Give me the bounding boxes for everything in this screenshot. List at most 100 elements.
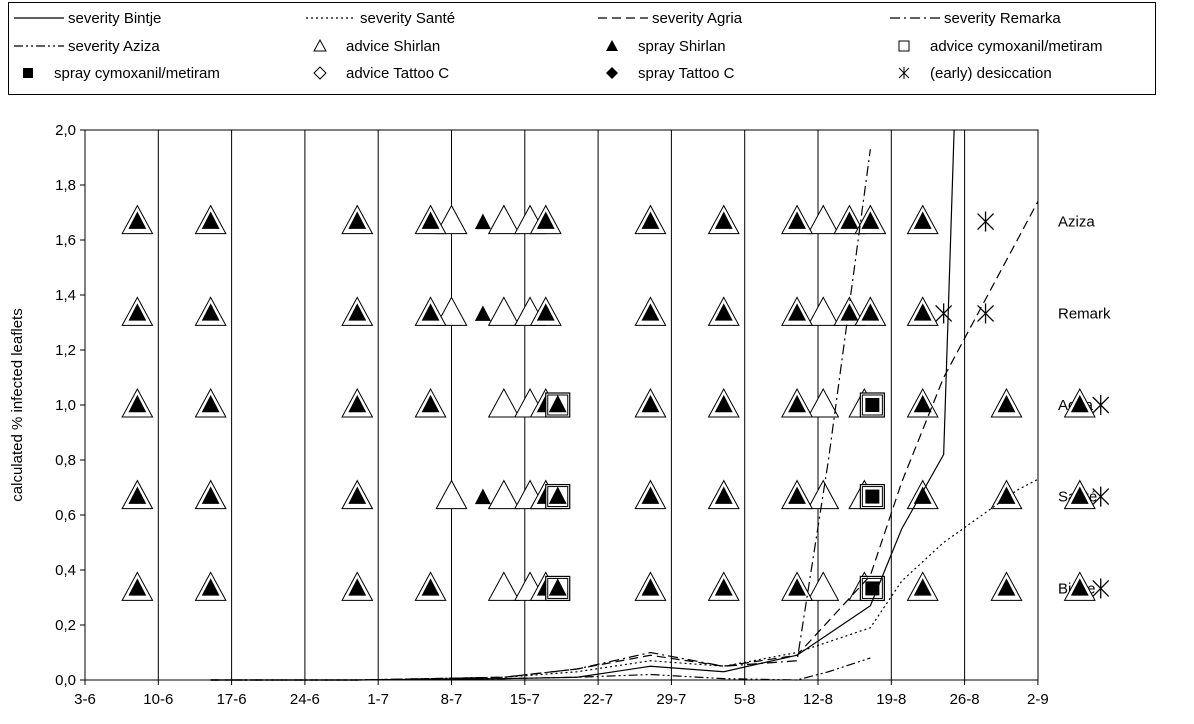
spray-shirlan-marker (788, 211, 806, 229)
y-tick-label: 1,4 (55, 287, 76, 304)
x-tick-label: 19-8 (876, 691, 906, 708)
x-tick-label: 29-7 (656, 691, 686, 708)
advice-shirlan-marker (435, 479, 468, 510)
y-tick-label: 1,0 (55, 397, 76, 414)
spray-shirlan-legend-icon (606, 40, 618, 51)
y-tick-label: 0,2 (55, 617, 76, 634)
legend-label: severity Bintje (68, 10, 161, 27)
y-axis-label: calculated % infected leaflets (9, 308, 26, 501)
legend-label: severity Aziza (68, 38, 160, 55)
x-tick-label: 26-8 (950, 691, 980, 708)
y-tick-label: 0,4 (55, 562, 76, 579)
y-tick-label: 0,6 (55, 507, 76, 524)
spray-shirlan-marker (1070, 578, 1089, 596)
spray-shirlan-marker (348, 303, 367, 321)
spray-shirlan-marker (997, 578, 1016, 596)
spray-shirlan-marker (861, 303, 880, 321)
advice-cymoxanil-marker (861, 486, 883, 508)
advice-shirlan-marker (807, 296, 840, 326)
spray-shirlan-marker (788, 303, 806, 321)
spray-shirlan-marker (201, 394, 220, 413)
spray-shirlan-marker (788, 578, 806, 596)
spray-shirlan-marker (421, 578, 440, 596)
marker-row-remark (121, 296, 939, 326)
spray-shirlan-marker (201, 578, 220, 596)
x-tick-label: 12-8 (803, 691, 833, 708)
spray-shirlan-marker (128, 578, 147, 596)
spray-shirlan-marker (641, 303, 660, 321)
spray-shirlan-marker (536, 303, 555, 321)
series-line-severity-sant- (210, 478, 1039, 681)
legend: severity Bintje severity Santé severity Ag… (14, 10, 1103, 82)
spray-shirlan-marker (421, 394, 440, 413)
spray-shirlan-marker (861, 211, 880, 229)
legend-label: severity Agria (652, 10, 743, 27)
y-tick-label: 1,6 (55, 232, 76, 249)
spray-shirlan-marker (536, 211, 555, 229)
legend-label: severity Santé (360, 10, 455, 27)
y-tick-label: 0,8 (55, 452, 76, 469)
spray-shirlan-marker (201, 303, 220, 321)
spray-shirlan-marker (913, 394, 932, 413)
spray-shirlan-marker (641, 394, 660, 413)
spray-shirlan-marker (474, 488, 491, 505)
legend-label: spray cymoxanil/metiram (54, 65, 220, 82)
advice-cymoxanil-legend-icon (898, 40, 910, 52)
spray-shirlan-marker (714, 303, 733, 321)
spray-shirlan-marker (788, 486, 806, 504)
series-line-severity-bintje (210, 129, 955, 681)
advice-shirlan-marker (487, 387, 520, 418)
advice-shirlan-marker (487, 571, 520, 601)
spray-shirlan-marker (474, 305, 491, 321)
series-line-severity-agria (210, 201, 1039, 681)
spray-shirlan-marker (548, 394, 567, 413)
advice-shirlan-marker (807, 204, 840, 235)
legend-label: (early) desiccation (930, 65, 1052, 82)
legend-label: advice Shirlan (346, 38, 440, 55)
advice-cymoxanil-marker (861, 394, 883, 416)
x-tick-label: 15-7 (510, 691, 540, 708)
spray-shirlan-marker (840, 211, 859, 229)
advice-shirlan-legend-icon (313, 38, 327, 52)
legend-box (8, 2, 1156, 95)
spray-shirlan-marker (128, 394, 147, 413)
spray-cymoxanil-legend-icon (23, 68, 33, 78)
spray-shirlan-marker (641, 486, 660, 504)
legend-label: severity Remarka (944, 10, 1061, 27)
spray-shirlan-marker (913, 211, 932, 229)
y-tick-label: 1,8 (55, 177, 76, 194)
x-tick-label: 10-6 (143, 691, 173, 708)
advice-shirlan-marker (435, 296, 468, 326)
spray-shirlan-marker (348, 486, 367, 504)
x-tick-label: 5-8 (734, 691, 756, 708)
spray-shirlan-marker (641, 578, 660, 596)
spray-shirlan-marker (474, 213, 491, 230)
spray-shirlan-marker (421, 211, 440, 229)
advice-shirlan-marker (435, 204, 468, 235)
x-tick-label: 2-9 (1027, 691, 1049, 708)
legend-label: advice cymoxanil/metiram (930, 38, 1103, 55)
x-tick-label: 22-7 (583, 691, 613, 708)
spray-shirlan-marker (201, 486, 220, 504)
row-label: Aziza (1058, 214, 1095, 231)
legend-label: spray Shirlan (638, 38, 726, 55)
x-tick-label: 3-6 (74, 691, 96, 708)
spray-shirlan-marker (348, 578, 367, 596)
spray-shirlan-marker (913, 303, 932, 321)
advice-shirlan-marker (487, 296, 520, 326)
spray-shirlan-marker (548, 486, 567, 504)
x-tick-label: 17-6 (217, 691, 247, 708)
advice-shirlan-marker (487, 479, 520, 510)
marker-row-agria (121, 387, 1096, 418)
advice-cymoxanil-marker (861, 577, 883, 599)
spray-cymoxanil-marker (865, 489, 880, 504)
spray-cymoxanil-marker (865, 398, 880, 412)
spray-shirlan-marker (201, 211, 220, 229)
row-label: Remark (1058, 305, 1111, 322)
spray-shirlan-marker (788, 394, 806, 413)
spray-shirlan-marker (421, 303, 440, 321)
advice-tattoo-legend-icon (313, 66, 327, 80)
series-line-severity-remarka (210, 149, 871, 681)
advice-shirlan-marker (807, 571, 840, 601)
